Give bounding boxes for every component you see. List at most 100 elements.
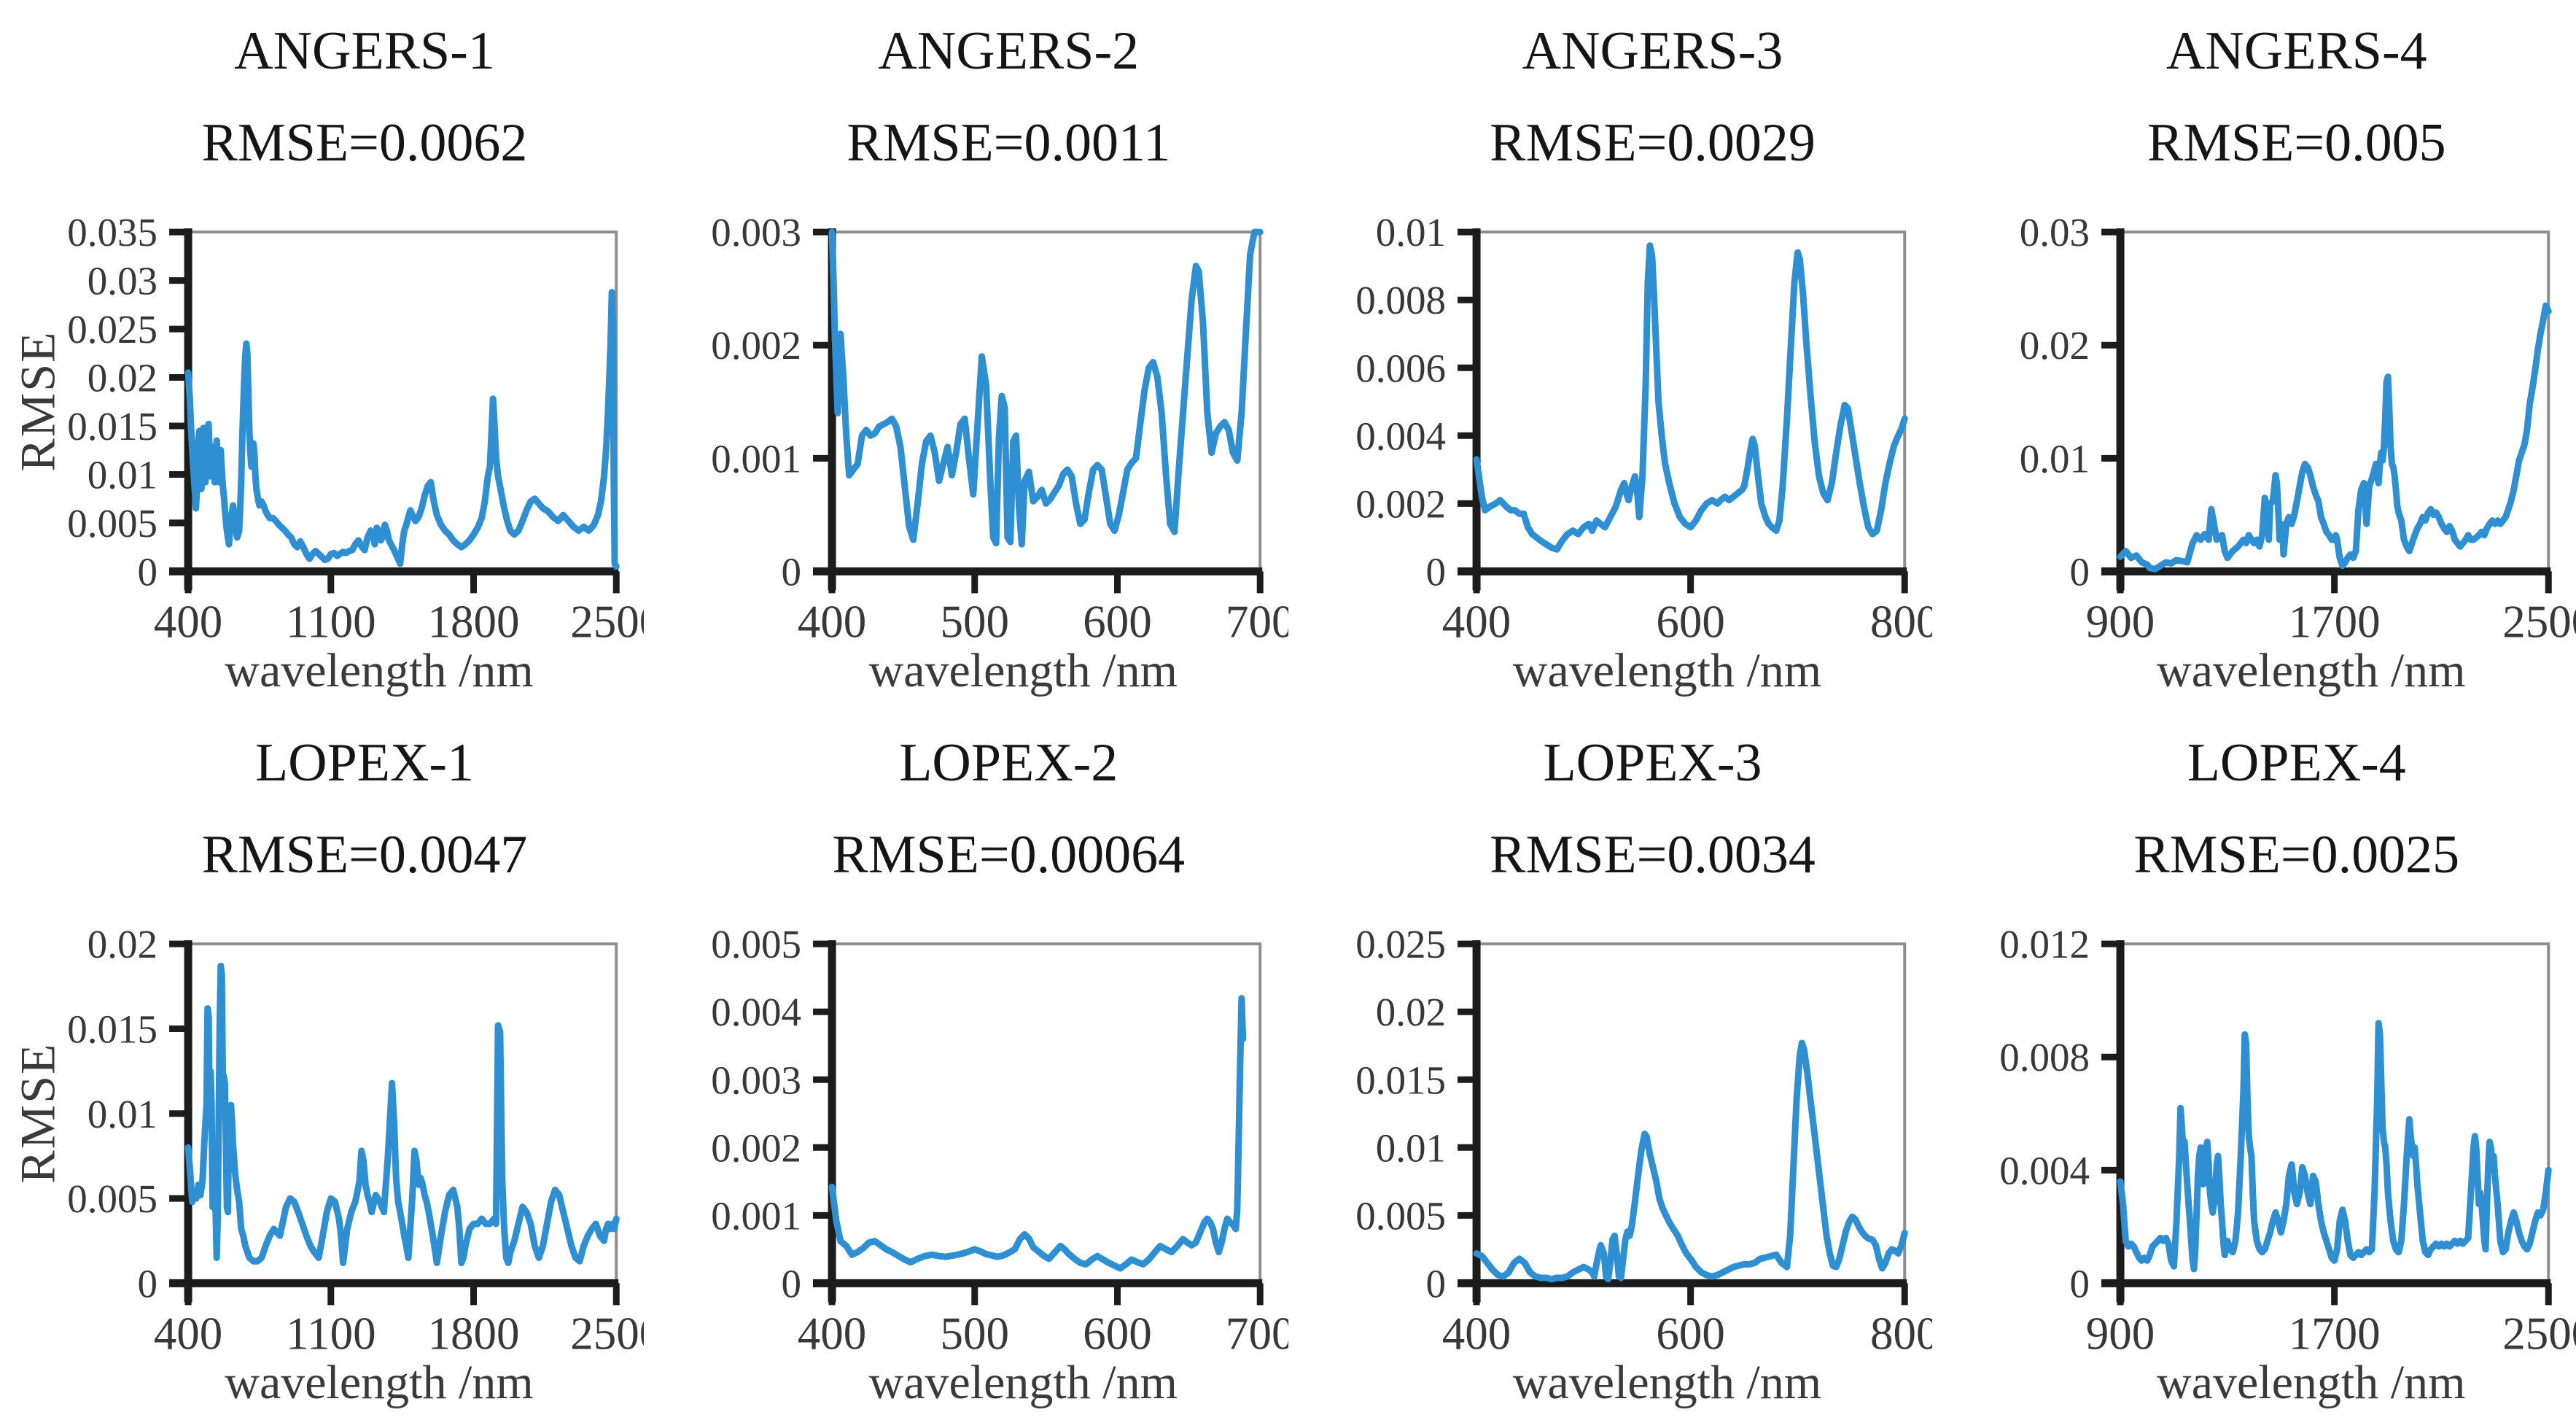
y-tick-label: 0.001 <box>712 436 802 481</box>
chart-rmse-subtitle: RMSE=0.0047 <box>201 824 528 885</box>
y-tick-label: 0.003 <box>712 210 802 255</box>
x-tick-label: 400 <box>154 1308 223 1359</box>
chart-angers-4: ANGERS-4 RMSE=0.005 0 0.01 0.02 0.03 900 1700… <box>1932 0 2576 712</box>
x-tick-label: 400 <box>154 596 223 647</box>
chart-title: ANGERS-3 <box>1522 21 1783 81</box>
x-axis-label: wavelength /nm <box>225 644 534 697</box>
x-tick-label: 1700 <box>2288 1308 2380 1359</box>
plot-svg: 0 0.001 0.002 0.003 0.004 0.005 400 500 600 700 <box>712 922 1288 1359</box>
chart-angers-2: ANGERS-2 RMSE=0.0011 0 0.001 0.002 0.003 400… <box>644 0 1288 712</box>
y-tick-label: 0.005 <box>67 1176 157 1221</box>
y-tick-label: 0 <box>138 1261 158 1306</box>
plot-frame <box>832 942 1262 1283</box>
y-tick-label: 0.035 <box>67 210 157 255</box>
plot-frame <box>2120 230 2550 572</box>
rmse-line <box>2117 302 2552 573</box>
y-tick-label: 0.005 <box>1355 1193 1446 1238</box>
chart-title: ANGERS-4 <box>2166 21 2427 81</box>
y-tick-label: 0.01 <box>87 1091 157 1136</box>
chart-title: LOPEX-3 <box>1543 732 1762 793</box>
y-tick-label: 0.012 <box>1999 922 2090 966</box>
y-tick-label: 0.02 <box>87 356 157 400</box>
y-tick-label: 0.01 <box>1375 1125 1445 1170</box>
x-tick-label: 800 <box>1869 596 1931 647</box>
chart-rmse-subtitle: RMSE=0.0034 <box>1490 824 1816 885</box>
y-tick-label: 0.004 <box>1999 1148 2090 1193</box>
x-tick-label: 900 <box>2086 1308 2155 1359</box>
rmse-line <box>2117 1019 2552 1272</box>
x-tick-label: 400 <box>1441 596 1511 647</box>
x-tick-label: 400 <box>798 596 867 647</box>
y-tick-label: 0.002 <box>1355 481 1446 526</box>
y-tick-label: 0.004 <box>1355 414 1446 458</box>
y-tick-label: 0.003 <box>712 1058 802 1102</box>
plot-frame <box>1476 230 1906 572</box>
x-axis-label: wavelength /nm <box>1512 644 1822 697</box>
y-tick-label: 0.03 <box>2020 210 2090 255</box>
chart-title: LOPEX-2 <box>899 732 1118 793</box>
x-axis-label: wavelength /nm <box>225 1355 534 1409</box>
plot-frame <box>188 942 618 1283</box>
chart-lopex-4: LOPEX-4 RMSE=0.0025 0 0.004 0.008 0.012 900 1… <box>1932 712 2576 1423</box>
x-tick-label: 500 <box>941 596 1010 647</box>
x-tick-label: 700 <box>1226 596 1288 647</box>
chart-rmse-subtitle: RMSE=0.00064 <box>832 824 1186 885</box>
x-axis-label: wavelength /nm <box>2157 644 2466 697</box>
y-tick-label: 0.015 <box>1355 1058 1446 1102</box>
y-tick-label: 0.008 <box>1999 1035 2090 1079</box>
chart-rmse-subtitle: RMSE=0.0025 <box>2133 824 2460 885</box>
y-tick-label: 0.006 <box>1355 346 1446 390</box>
y-tick-label: 0.02 <box>1375 990 1445 1034</box>
chart-rmse-subtitle: RMSE=0.0011 <box>847 113 1171 173</box>
x-tick-label: 800 <box>1869 1308 1931 1359</box>
y-tick-label: 0.01 <box>1375 210 1445 255</box>
y-tick-label: 0.005 <box>67 501 157 546</box>
y-tick-label: 0 <box>1425 1261 1446 1306</box>
y-tick-label: 0.01 <box>2020 436 2090 481</box>
x-tick-label: 1700 <box>2288 596 2380 647</box>
x-tick-label: 500 <box>941 1308 1010 1359</box>
y-tick-label: 0.015 <box>67 404 157 449</box>
chart-rmse-subtitle: RMSE=0.0029 <box>1490 113 1816 173</box>
chart-lopex-2: LOPEX-2 RMSE=0.00064 0 0.001 0.002 0.003 0.0… <box>644 712 1288 1423</box>
y-tick-label: 0.03 <box>87 259 157 303</box>
x-axis-label: wavelength /nm <box>868 644 1178 697</box>
x-tick-label: 600 <box>1083 1308 1153 1359</box>
rmse-line <box>1473 1039 1908 1282</box>
chart-rmse-subtitle: RMSE=0.005 <box>2147 113 2446 173</box>
x-tick-label: 1100 <box>286 596 376 647</box>
y-tick-label: 0.002 <box>712 323 802 368</box>
y-tick-label: 0 <box>782 1261 802 1306</box>
chart-angers-1: ANGERS-1 RMSE=0.0062 RMSE 0 0.005 0.01 0.01… <box>0 0 645 712</box>
chart-angers-3: ANGERS-3 RMSE=0.0029 0 0.002 0.004 0.006 0.0… <box>1288 0 1932 712</box>
plot-frame <box>1476 942 1906 1283</box>
chart-lopex-3: LOPEX-3 RMSE=0.0034 0 0.005 0.01 0.015 0.02 0… <box>1288 712 1932 1423</box>
chart-lopex-1: LOPEX-1 RMSE=0.0047 RMSE 0 0.005 0.01 0.015… <box>0 712 645 1423</box>
chart-title: ANGERS-2 <box>878 21 1140 81</box>
y-tick-label: 0.004 <box>712 990 802 1034</box>
y-tick-label: 0.01 <box>87 452 157 497</box>
y-tick-label: 0.025 <box>67 307 157 352</box>
plot-frame <box>188 230 618 572</box>
rmse-line <box>1473 242 1908 553</box>
x-tick-label: 600 <box>1656 596 1725 647</box>
rmse-line <box>184 962 620 1266</box>
chart-title: ANGERS-1 <box>234 21 495 81</box>
y-tick-label: 0 <box>2069 1261 2090 1306</box>
x-tick-label: 700 <box>1226 1308 1288 1359</box>
y-tick-label: 0.001 <box>712 1193 802 1238</box>
x-axis-label: wavelength /nm <box>1512 1355 1822 1409</box>
plot-svg: 0 0.001 0.002 0.003 400 500 600 700 <box>712 210 1288 647</box>
y-tick-label: 0 <box>138 549 158 594</box>
x-tick-label: 1100 <box>286 1308 376 1359</box>
y-tick-label: 0.015 <box>67 1007 157 1051</box>
y-tick-label: 0.008 <box>1355 278 1446 322</box>
rmse-line <box>828 994 1247 1271</box>
y-tick-label: 0.02 <box>2020 323 2090 368</box>
